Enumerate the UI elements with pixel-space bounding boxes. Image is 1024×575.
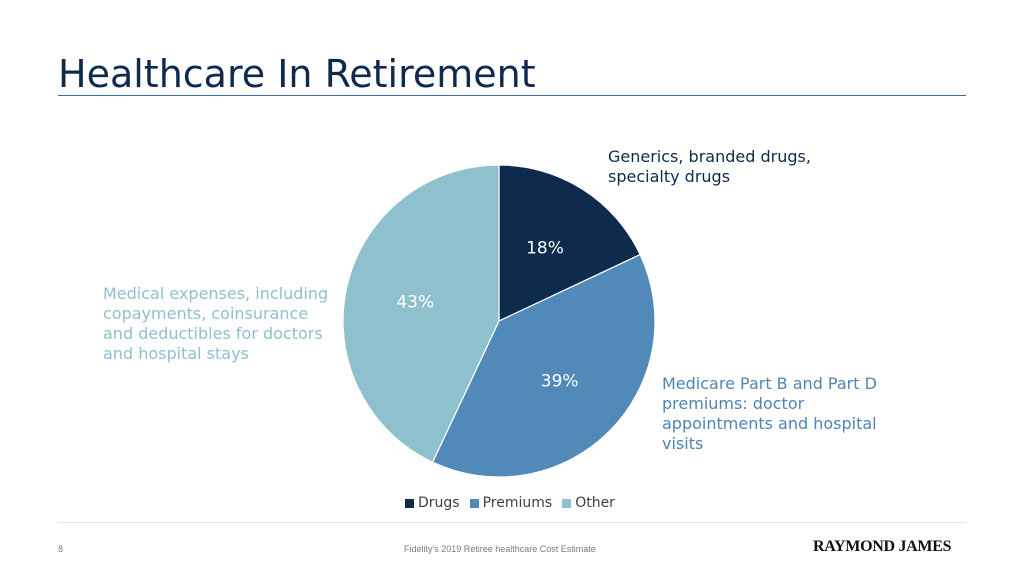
title-divider [58,95,966,96]
legend-swatch-drugs [405,498,414,508]
legend-label-drugs: Drugs [418,495,460,511]
legend-label-premiums: Premiums [482,495,553,511]
pie-slice-premiums [431,253,656,478]
pie-slice-other [342,164,500,463]
pie-slice-drugs [498,164,641,322]
legend-swatch-other [562,498,572,508]
data-label-drugs: 18% [526,239,564,259]
footer-divider [58,522,966,523]
page-number: 8 [58,544,64,554]
data-label-other: 43% [396,292,434,312]
page-title: Healthcare In Retirement [58,52,536,96]
data-label-premiums: 39% [541,372,579,392]
other-callout: Medical expenses, including copayments, … [103,284,329,363]
premiums-callout: Medicare Part B and Part D premiums: doc… [662,374,877,453]
chart-legend: Drugs Premiums Other [405,495,615,511]
legend-item-premiums: Premiums [469,495,553,511]
footer-source: Fidelity's 2019 Retiree healthcare Cost … [404,544,596,554]
legend-item-other: Other [562,495,615,511]
brand-logo: RAYMOND JAMES [813,538,952,555]
legend-swatch-premiums [469,498,479,508]
legend-item-drugs: Drugs [405,495,460,511]
legend-label-other: Other [575,495,615,511]
drugs-callout: Generics, branded drugs, specialty drugs [608,147,811,186]
